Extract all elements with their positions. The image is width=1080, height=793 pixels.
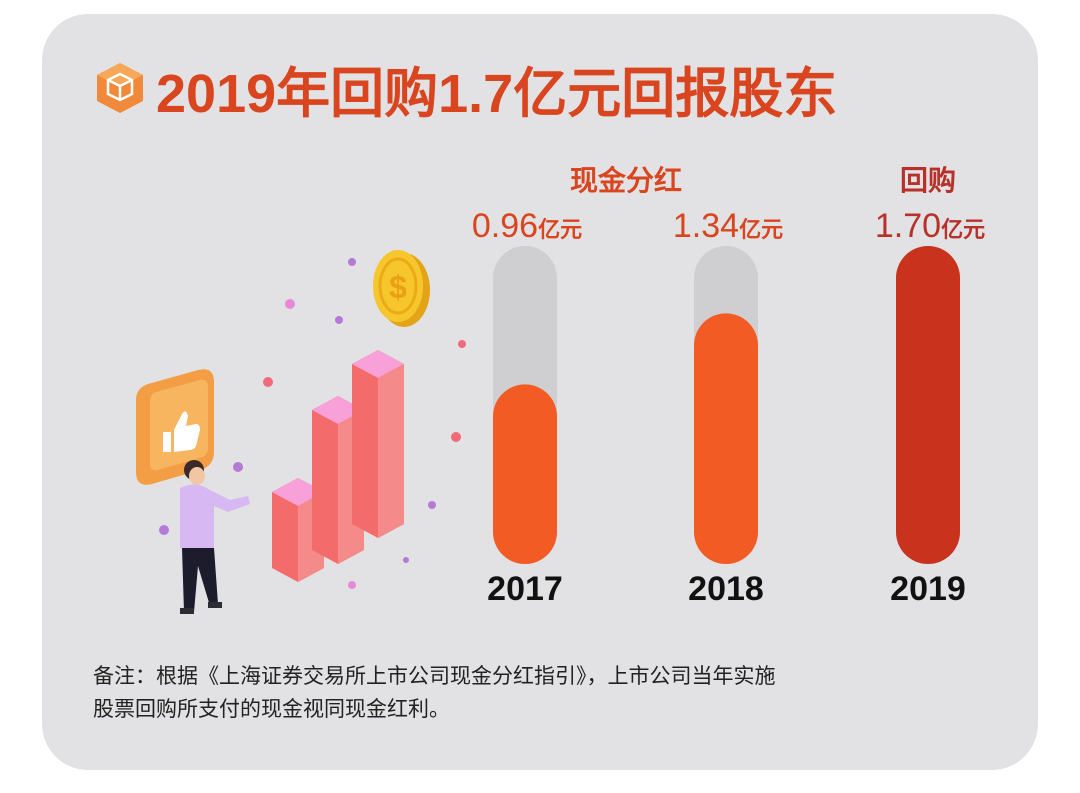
footnote-line-2: 股票回购所支付的现金视同现金红利。 bbox=[93, 697, 450, 721]
footnote: 备注：根据《上海证券交易所上市公司现金分红指引》，上市公司当年实施 股票回购所支… bbox=[93, 660, 953, 726]
page-title: 2019年回购1.7亿元回报股东 bbox=[156, 63, 838, 124]
bar-2018 bbox=[694, 313, 758, 564]
thumbs-up-icon bbox=[136, 369, 214, 485]
svg-text:$: $ bbox=[389, 269, 407, 305]
title-bar: 2019年回购1.7亿元回报股东 bbox=[92, 48, 837, 128]
bars-group bbox=[493, 246, 960, 564]
bar-blocks-illustration bbox=[272, 350, 404, 582]
hexagon-box-icon bbox=[97, 63, 143, 113]
category-label-2018: 2018 bbox=[688, 570, 764, 608]
value-label-2017: 0.96亿元 bbox=[472, 207, 582, 245]
bar-2019 bbox=[896, 246, 960, 564]
value-label-2018: 1.34亿元 bbox=[673, 207, 783, 245]
category-label-2017: 2017 bbox=[487, 570, 563, 608]
footnote-line-1: 备注：根据《上海证券交易所上市公司现金分红指引》，上市公司当年实施 bbox=[93, 664, 776, 688]
value-label-2019: 1.70亿元 bbox=[875, 207, 985, 245]
dollar-coin-icon: $ bbox=[373, 250, 430, 327]
finance-illustration: $ bbox=[136, 250, 466, 614]
group-label-2: 回购 bbox=[900, 164, 956, 197]
businessman-illustration bbox=[180, 460, 250, 614]
category-label-2019: 2019 bbox=[890, 570, 966, 608]
bar-2017 bbox=[493, 384, 557, 564]
labels-group: 2017 0.96亿元 2018 1.34亿元 2019 1.70亿元 现金分红 回购 bbox=[472, 164, 985, 608]
group-label-1: 现金分红 bbox=[570, 164, 682, 197]
